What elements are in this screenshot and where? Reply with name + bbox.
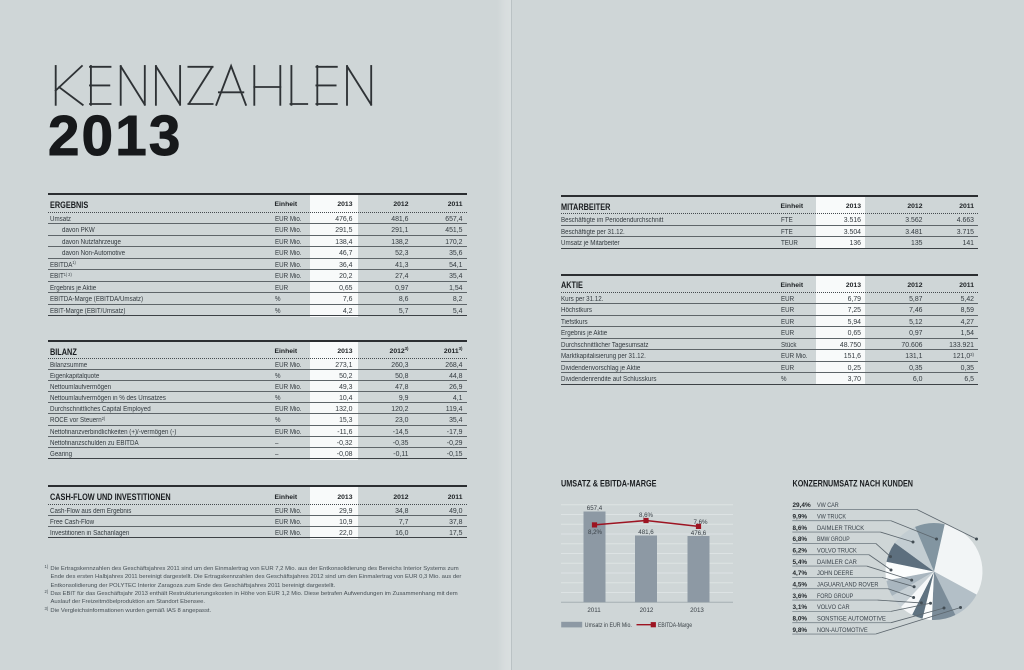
svg-text:5,4%: 5,4% — [793, 559, 808, 566]
svg-text:JAGUAR/LAND ROVER: JAGUAR/LAND ROVER — [817, 582, 879, 589]
svg-text:4,5%: 4,5% — [793, 582, 808, 589]
svg-text:Umsatz in EUR Mio.: Umsatz in EUR Mio. — [585, 622, 632, 629]
svg-text:3,6%: 3,6% — [793, 593, 808, 600]
svg-text:VOLVO CAR: VOLVO CAR — [817, 604, 850, 611]
svg-text:SONSTIGE AUTOMOTIVE: SONSTIGE AUTOMOTIVE — [817, 616, 886, 623]
svg-text:UMSATZ & EBITDA-MARGE: UMSATZ & EBITDA-MARGE — [561, 479, 657, 489]
svg-text:657,4: 657,4 — [587, 505, 603, 512]
svg-text:481,6: 481,6 — [638, 529, 654, 536]
svg-text:VW CAR: VW CAR — [817, 502, 839, 509]
svg-text:EBITDA-Marge: EBITDA-Marge — [658, 622, 692, 629]
svg-text:2013: 2013 — [690, 607, 704, 614]
svg-text:FORD GROUP: FORD GROUP — [817, 593, 853, 600]
svg-text:KONZERNUMSATZ NACH KUNDEN: KONZERNUMSATZ NACH KUNDEN — [793, 479, 914, 489]
svg-text:29,4%: 29,4% — [793, 502, 811, 509]
svg-text:8,6%: 8,6% — [793, 525, 808, 532]
svg-text:476,6: 476,6 — [691, 530, 707, 537]
svg-text:8,6%: 8,6% — [639, 512, 654, 519]
svg-text:VOLVO TRUCK: VOLVO TRUCK — [817, 548, 857, 555]
svg-text:DAIMLER CAR: DAIMLER CAR — [817, 559, 857, 566]
svg-text:9,8%: 9,8% — [793, 627, 808, 634]
svg-text:9,9%: 9,9% — [793, 514, 808, 521]
svg-text:3,1%: 3,1% — [793, 604, 808, 611]
svg-text:8,2%: 8,2% — [588, 529, 603, 536]
svg-text:6,2%: 6,2% — [793, 548, 808, 555]
svg-text:7,6%: 7,6% — [693, 519, 708, 526]
svg-text:NON-AUTOMOTIVE: NON-AUTOMOTIVE — [817, 627, 868, 634]
svg-text:8,0%: 8,0% — [793, 616, 808, 623]
svg-text:JOHN DEERE: JOHN DEERE — [817, 570, 853, 577]
svg-text:VW TRUCK: VW TRUCK — [817, 514, 847, 521]
svg-text:2011: 2011 — [587, 607, 601, 614]
svg-text:4,7%: 4,7% — [793, 570, 808, 577]
svg-text:2012: 2012 — [640, 607, 654, 614]
svg-text:BMW GROUP: BMW GROUP — [817, 536, 850, 543]
svg-text:6,8%: 6,8% — [793, 536, 808, 543]
svg-text:DAIMLER TRUCK: DAIMLER TRUCK — [817, 525, 865, 532]
